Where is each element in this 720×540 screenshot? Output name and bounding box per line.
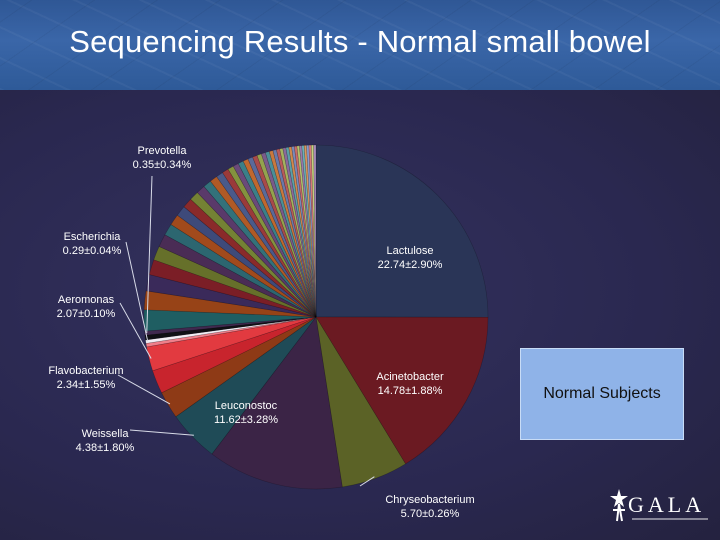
- pie-slice-41: [282, 147, 317, 318]
- pie-slice-12: [143, 309, 317, 332]
- label-flavobacterium-name: Flavobacterium: [48, 365, 124, 377]
- title-banner: Sequencing Results - Normal small bowel: [0, 0, 720, 90]
- label-lactulose: Lactulose 22.74±2.90%: [360, 244, 460, 272]
- logo-underline: [632, 518, 708, 520]
- label-escherichia: Escherichia 0.29±0.04%: [42, 230, 142, 258]
- label-flavobacterium-value: 2.34±1.55%: [56, 379, 116, 391]
- pie-slice-30: [237, 160, 317, 318]
- slide-body: Lactulose 22.74±2.90% Acinetobacter 14.7…: [0, 90, 720, 540]
- pie-slice-18: [164, 224, 317, 318]
- pie-slice-8: [145, 316, 317, 348]
- pie-chart: [117, 144, 489, 490]
- pie-slice-13: [143, 290, 317, 318]
- label-acinetobacter-value: 14.78±1.88%: [377, 385, 443, 397]
- label-lactulose-name: Lactulose: [386, 245, 434, 257]
- label-aeromonas-name: Aeromonas: [57, 294, 115, 306]
- pie-slice-10: [144, 316, 317, 341]
- label-leuconostoc-value: 11.62±3.28%: [214, 414, 278, 426]
- pie-slice-19: [170, 214, 317, 318]
- label-weissella: Weissella 4.38±1.80%: [55, 427, 155, 455]
- pie-slice-51: [308, 144, 317, 318]
- pie-slice-35: [260, 152, 317, 318]
- pie-slice-44: [291, 146, 317, 318]
- leader-line-flavobacterium: [117, 374, 171, 405]
- pie-slice-21: [183, 198, 317, 318]
- label-weissella-value: 4.38±1.80%: [75, 442, 135, 454]
- group-label-box: Normal Subjects: [520, 348, 684, 440]
- label-leuconostoc-name: Leuconostoc: [214, 400, 278, 412]
- leader-line-chryseobacterium: [359, 476, 375, 487]
- pie-slice-acinetobacter: [315, 316, 489, 465]
- pie-slice-leuconostoc: [211, 316, 343, 490]
- logo-text: GALA: [628, 492, 706, 517]
- pie-slice-45: [293, 145, 317, 318]
- pie-slice-27: [222, 168, 317, 318]
- slide-title: Sequencing Results - Normal small bowel: [69, 24, 651, 59]
- label-acinetobacter: Acinetobacter 14.78±1.88%: [360, 370, 460, 398]
- pie-slice-chryseobacterium: [315, 316, 406, 488]
- pie-slice-38: [272, 149, 317, 318]
- label-aeromonas-value: 2.07±0.10%: [56, 308, 116, 320]
- pie-slice-50: [306, 144, 317, 318]
- star-person-icon: [610, 489, 628, 522]
- pie-slice-16: [153, 246, 317, 318]
- pie-slice-25: [209, 176, 317, 318]
- leader-line-weissella: [129, 429, 194, 436]
- pie-slice-36: [265, 151, 317, 318]
- pie-slice-28: [227, 165, 317, 318]
- pie-slice-lactulose: [315, 144, 489, 318]
- label-aeromonas: Aeromonas 2.07±0.10%: [36, 293, 136, 321]
- label-chryseobacterium-name: Chryseobacterium: [385, 494, 475, 506]
- pie-slice-weissella: [175, 316, 317, 455]
- label-escherichia-value: 0.29±0.04%: [62, 245, 122, 257]
- pie-slice-14: [145, 274, 317, 318]
- pie-slice-6: [152, 316, 317, 394]
- pie-slice-40: [279, 147, 317, 318]
- pie-slice-42: [285, 146, 317, 318]
- pie-slice-20: [176, 206, 317, 318]
- pie-slice-53: [313, 144, 317, 318]
- pie-slice-48: [301, 145, 317, 318]
- pie-slice-26: [216, 172, 317, 318]
- label-weissella-name: Weissella: [81, 428, 129, 440]
- label-prevotella: Prevotella 0.35±0.34%: [112, 144, 212, 172]
- pie-slice-49: [303, 144, 317, 318]
- gala-logo: GALA: [606, 486, 710, 526]
- pie-slice-15: [148, 259, 317, 318]
- pie-slice-32: [247, 156, 317, 318]
- pie-slices: [143, 144, 489, 490]
- pie-slice-46: [296, 145, 317, 318]
- pie-slice-escherichia: [145, 316, 317, 344]
- label-flavobacterium: Flavobacterium 2.34±1.55%: [36, 364, 136, 392]
- pie-slice-24: [203, 180, 317, 318]
- pie-slice-aeromonas: [146, 316, 317, 372]
- label-prevotella-name: Prevotella: [137, 145, 187, 157]
- label-lactulose-value: 22.74±2.90%: [377, 259, 443, 271]
- pie-slice-23: [196, 186, 317, 318]
- label-leuconostoc: Leuconostoc 11.62±3.28%: [196, 399, 296, 427]
- pie-slice-prevotella: [144, 316, 317, 336]
- leader-line-aeromonas: [119, 302, 152, 359]
- label-acinetobacter-name: Acinetobacter: [376, 371, 444, 383]
- pie-slice-31: [242, 158, 317, 318]
- pie-slice-29: [232, 163, 317, 318]
- pie-slice-flavobacterium: [161, 316, 317, 418]
- pie-slice-22: [190, 192, 317, 318]
- label-chryseobacterium: Chryseobacterium 5.70±0.26%: [370, 493, 490, 521]
- pie-slice-52: [310, 144, 317, 318]
- label-prevotella-value: 0.35±0.34%: [132, 159, 192, 171]
- pie-slice-34: [256, 153, 317, 318]
- leader-lines: [117, 175, 375, 487]
- pie-slice-39: [276, 148, 317, 318]
- leader-line-escherichia: [125, 241, 149, 342]
- label-chryseobacterium-value: 5.70±0.26%: [400, 508, 460, 520]
- pie-slice-17: [158, 234, 317, 318]
- pie-slice-43: [288, 146, 317, 318]
- leader-line-prevotella: [146, 175, 153, 334]
- label-escherichia-name: Escherichia: [63, 231, 121, 243]
- pie-slice-47: [299, 145, 317, 318]
- pie-slice-37: [268, 150, 317, 318]
- pie-slice-33: [252, 155, 317, 318]
